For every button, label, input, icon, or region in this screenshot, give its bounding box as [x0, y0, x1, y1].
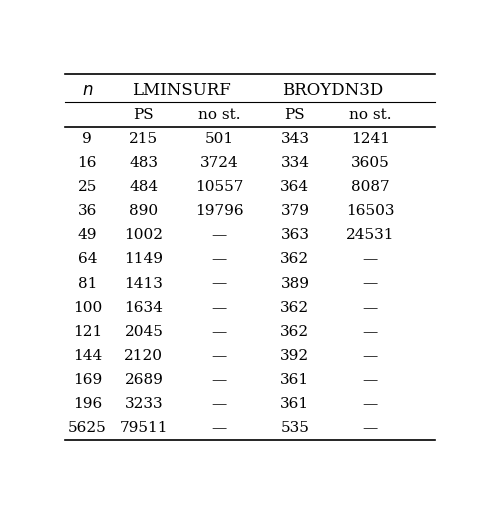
Text: 16: 16 [77, 156, 97, 170]
Text: 535: 535 [281, 421, 309, 435]
Text: 215: 215 [130, 132, 158, 145]
Text: 2120: 2120 [124, 349, 164, 363]
Text: LMINSURF: LMINSURF [132, 82, 231, 99]
Text: 1002: 1002 [124, 228, 164, 242]
Text: 36: 36 [77, 204, 97, 218]
Text: 1634: 1634 [125, 300, 163, 315]
Text: 334: 334 [281, 156, 309, 170]
Text: —: — [363, 373, 378, 387]
Text: 3724: 3724 [200, 156, 239, 170]
Text: no st.: no st. [349, 108, 392, 122]
Text: —: — [363, 277, 378, 290]
Text: 81: 81 [77, 277, 97, 290]
Text: 483: 483 [130, 156, 158, 170]
Text: 16503: 16503 [346, 204, 394, 218]
Text: BROYDN3D: BROYDN3D [282, 82, 383, 99]
Text: —: — [212, 373, 227, 387]
Text: 5625: 5625 [68, 421, 107, 435]
Text: 1413: 1413 [125, 277, 163, 290]
Text: —: — [212, 228, 227, 242]
Text: 361: 361 [281, 373, 309, 387]
Text: —: — [363, 300, 378, 315]
Text: —: — [212, 252, 227, 266]
Text: —: — [363, 252, 378, 266]
Text: 3233: 3233 [125, 397, 163, 411]
Text: 2045: 2045 [125, 325, 163, 339]
Text: —: — [212, 277, 227, 290]
Text: —: — [363, 397, 378, 411]
Text: 10557: 10557 [195, 180, 244, 194]
Text: 392: 392 [281, 349, 309, 363]
Text: 49: 49 [77, 228, 97, 242]
Text: 8087: 8087 [351, 180, 390, 194]
Text: 389: 389 [281, 277, 309, 290]
Text: 364: 364 [281, 180, 309, 194]
Text: 24531: 24531 [346, 228, 394, 242]
Text: 3605: 3605 [351, 156, 390, 170]
Text: 484: 484 [130, 180, 158, 194]
Text: 2689: 2689 [125, 373, 163, 387]
Text: 363: 363 [281, 228, 309, 242]
Text: 379: 379 [281, 204, 309, 218]
Text: 25: 25 [77, 180, 97, 194]
Text: 19796: 19796 [195, 204, 244, 218]
Text: 362: 362 [281, 300, 309, 315]
Text: —: — [363, 349, 378, 363]
Text: 362: 362 [281, 252, 309, 266]
Text: 64: 64 [77, 252, 97, 266]
Text: $n$: $n$ [82, 82, 93, 99]
Text: 196: 196 [73, 397, 102, 411]
Text: PS: PS [133, 108, 154, 122]
Text: 362: 362 [281, 325, 309, 339]
Text: —: — [212, 349, 227, 363]
Text: 361: 361 [281, 397, 309, 411]
Text: PS: PS [284, 108, 305, 122]
Text: —: — [363, 421, 378, 435]
Text: 9: 9 [82, 132, 92, 145]
Text: —: — [212, 421, 227, 435]
Text: 501: 501 [205, 132, 234, 145]
Text: 1149: 1149 [124, 252, 164, 266]
Text: 890: 890 [130, 204, 158, 218]
Text: no st.: no st. [198, 108, 241, 122]
Text: 100: 100 [73, 300, 102, 315]
Text: —: — [212, 300, 227, 315]
Text: 79511: 79511 [120, 421, 168, 435]
Text: 343: 343 [281, 132, 309, 145]
Text: 1241: 1241 [351, 132, 390, 145]
Text: 144: 144 [73, 349, 102, 363]
Text: —: — [363, 325, 378, 339]
Text: —: — [212, 397, 227, 411]
Text: 169: 169 [73, 373, 102, 387]
Text: 121: 121 [73, 325, 102, 339]
Text: —: — [212, 325, 227, 339]
